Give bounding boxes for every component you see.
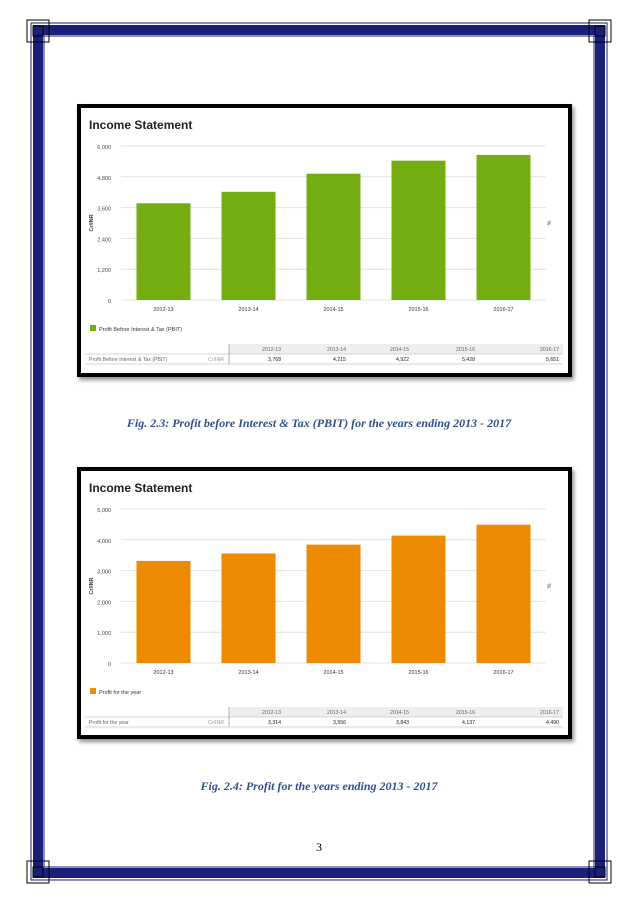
bar [306,544,361,663]
table-cell: 5,428 [462,357,475,363]
table-column-header: 2013-14 [327,347,346,353]
x-tick-label: 2015-16 [408,670,428,676]
bar [136,560,191,663]
table-row-label: Profit Before Interest & Tax (PBIT) [89,357,168,363]
bar [476,524,531,663]
x-tick-label: 2013-14 [238,307,258,313]
table-column-header: 2014-15 [390,347,409,353]
bar [391,160,446,300]
table-column-header: 2016-17 [540,347,559,353]
table-cell: 4,137 [462,720,475,726]
y-tick-label: 1,000 [97,631,111,637]
legend-label: Profit Before Interest & Tax (PBIT) [99,327,182,333]
y-axis-label: Cr/INR [89,214,95,231]
table-column-header: 2012-13 [262,710,281,716]
y-tick-label: 0 [108,299,111,305]
table-column-header: 2015-16 [456,347,475,353]
y2-axis-label: % [545,584,551,589]
chart-pbit: Income Statement 0 1,200 2,400 3,600 4,800 6,0… [77,104,572,377]
x-tick-label: 2013-14 [238,670,258,676]
table-cell: 4,922 [396,357,409,363]
table-cell: 3,768 [268,357,281,363]
table-column-header: 2015-16 [456,710,475,716]
bar [306,173,361,300]
y-tick-label: 2,000 [97,600,111,606]
figure-caption-pbit: Fig. 2.3: Profit before Interest & Tax (… [126,416,512,430]
table-cell: 4,490 [546,720,559,726]
x-tick-label: 2016-17 [493,307,513,313]
x-tick-label: 2014-15 [323,307,343,313]
page-number: 3 [316,840,322,854]
bar [476,154,531,300]
x-tick-label: 2014-15 [323,670,343,676]
table-row-label: Profit for the year [89,720,129,726]
legend-swatch [90,325,96,331]
y-tick-label: 4,800 [97,176,111,182]
y-tick-label: 5,000 [97,508,111,514]
bar [136,203,191,300]
table-cell: 5,651 [546,357,559,363]
chart-title: Income Statement [89,118,192,132]
bar [391,535,446,663]
chart-title: Income Statement [89,481,192,495]
y-tick-label: 2,400 [97,237,111,243]
legend-label: Profit for the year [99,690,141,696]
y2-axis-label: % [545,221,551,226]
x-tick-label: 2016-17 [493,670,513,676]
chart-profit: Income Statement 0 1,000 2,000 3,000 4,000 5,0… [77,467,572,739]
table-unit: Cr/INR [208,720,224,726]
x-tick-label: 2012-13 [153,670,173,676]
bar [221,553,276,663]
y-tick-label: 0 [108,662,111,668]
table-unit: Cr/INR [208,357,224,363]
y-tick-label: 1,200 [97,268,111,274]
table-cell: 3,314 [268,720,281,726]
chart-profit-svg: Income Statement 0 1,000 2,000 3,000 4,000 5,0… [85,481,563,728]
table-column-header: 2012-13 [262,347,281,353]
figure-caption-profit: Fig. 2.4: Profit for the years ending 20… [200,779,438,793]
table-cell: 4,215 [333,357,346,363]
table-column-header: 2016-17 [540,710,559,716]
x-tick-label: 2015-16 [408,307,428,313]
bar [221,191,276,300]
table-header-bg [229,707,563,717]
y-axis-label: Cr/INR [89,577,95,594]
table-cell: 3,843 [396,720,409,726]
y-tick-label: 3,600 [97,207,111,213]
table-cell: 3,556 [333,720,346,726]
chart-pbit-svg: Income Statement 0 1,200 2,400 3,600 4,800 6,0… [85,118,563,365]
y-tick-label: 3,000 [97,570,111,576]
legend-swatch [90,688,96,694]
y-tick-label: 4,000 [97,539,111,545]
y-tick-label: 6,000 [97,145,111,151]
x-tick-label: 2012-13 [153,307,173,313]
table-header-bg [229,344,563,354]
table-column-header: 2013-14 [327,710,346,716]
table-column-header: 2014-15 [390,710,409,716]
